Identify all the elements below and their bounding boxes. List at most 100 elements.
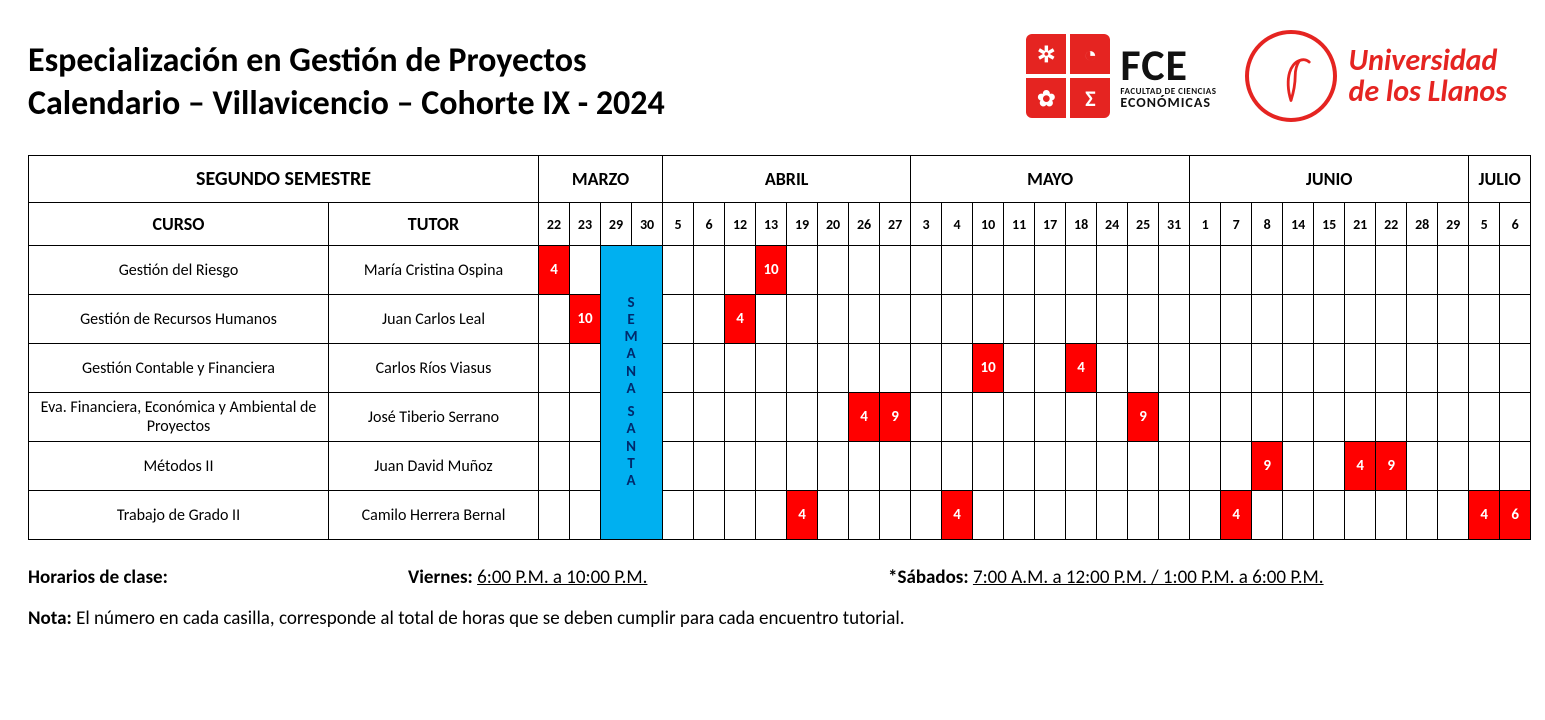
calendar-cell xyxy=(1035,442,1066,491)
calendar-cell xyxy=(973,393,1004,442)
calendar-cell xyxy=(818,344,849,393)
day-header: 12 xyxy=(725,203,756,246)
day-header: 5 xyxy=(1469,203,1500,246)
calendar-cell xyxy=(1438,295,1469,344)
fce-logo-sub2: ECONÓMICAS xyxy=(1120,96,1216,110)
friday-label: Viernes: xyxy=(408,566,473,589)
calendar-cell xyxy=(911,295,942,344)
day-header: 23 xyxy=(570,203,601,246)
calendar-cell xyxy=(1159,246,1190,295)
calendar-cell xyxy=(570,393,601,442)
semester-header: SEGUNDO SEMESTRE xyxy=(29,156,539,203)
calendar-cell xyxy=(849,442,880,491)
calendar-cell xyxy=(1159,344,1190,393)
calendar-cell xyxy=(1004,246,1035,295)
calendar-cell xyxy=(663,491,694,540)
schedule-label: Horarios de clase: xyxy=(28,566,168,589)
calendar-cell xyxy=(1314,246,1345,295)
calendar-cell xyxy=(1500,393,1531,442)
calendar-cell: 10 xyxy=(973,344,1004,393)
calendar-cell xyxy=(1190,442,1221,491)
day-header: 31 xyxy=(1159,203,1190,246)
calendar-cell xyxy=(1407,393,1438,442)
day-header: 29 xyxy=(601,203,632,246)
saturday-value: 7:00 A.M. a 12:00 P.M. / 1:00 P.M. a 6:0… xyxy=(973,566,1324,589)
calendar-cell xyxy=(1221,442,1252,491)
day-header: 18 xyxy=(1066,203,1097,246)
note-label: Nota: xyxy=(28,607,72,630)
course-header: CURSO xyxy=(29,203,329,246)
month-header: JUNIO xyxy=(1190,156,1469,203)
calendar-cell xyxy=(1221,295,1252,344)
calendar-cell xyxy=(818,442,849,491)
calendar-cell xyxy=(1345,393,1376,442)
day-header: 11 xyxy=(1004,203,1035,246)
calendar-cell xyxy=(1314,393,1345,442)
calendar-cell xyxy=(1500,344,1531,393)
calendar-cell xyxy=(725,246,756,295)
day-header: 27 xyxy=(880,203,911,246)
calendar-cell xyxy=(1438,344,1469,393)
calendar-cell xyxy=(1159,295,1190,344)
calendar-cell xyxy=(1283,393,1314,442)
calendar-cell xyxy=(911,491,942,540)
calendar-cell: 9 xyxy=(1128,393,1159,442)
calendar-cell xyxy=(1314,295,1345,344)
calendar-cell xyxy=(849,295,880,344)
calendar-cell xyxy=(1438,491,1469,540)
day-header: 30 xyxy=(632,203,663,246)
calendar-cell xyxy=(1128,442,1159,491)
tutor-header: TUTOR xyxy=(329,203,539,246)
calendar-cell xyxy=(756,491,787,540)
calendar-cell xyxy=(1376,393,1407,442)
tutor-cell: María Cristina Ospina xyxy=(329,246,539,295)
calendar-cell xyxy=(694,246,725,295)
tutor-cell: Camilo Herrera Bernal xyxy=(329,491,539,540)
day-header: 4 xyxy=(942,203,973,246)
calendar-cell xyxy=(1190,344,1221,393)
month-header: ABRIL xyxy=(663,156,911,203)
calendar-cell xyxy=(663,344,694,393)
calendar-cell xyxy=(570,491,601,540)
calendar-cell: 6 xyxy=(1500,491,1531,540)
calendar-cell: 4 xyxy=(1221,491,1252,540)
calendar-cell xyxy=(1345,344,1376,393)
calendar-cell xyxy=(756,442,787,491)
day-header: 6 xyxy=(1500,203,1531,246)
calendar-cell xyxy=(1314,442,1345,491)
day-header: 3 xyxy=(911,203,942,246)
fce-logo-text: FCE FACULTAD DE CIENCIAS ECONÓMICAS xyxy=(1120,43,1216,110)
day-header: 24 xyxy=(1097,203,1128,246)
calendar-cell xyxy=(1035,344,1066,393)
calendar-cell: 4 xyxy=(942,491,973,540)
calendar-cell xyxy=(1128,491,1159,540)
course-cell: Gestión de Recursos Humanos xyxy=(29,295,329,344)
calendar-cell xyxy=(1159,491,1190,540)
calendar-cell: 4 xyxy=(1469,491,1500,540)
calendar-cell xyxy=(1469,246,1500,295)
calendar-cell xyxy=(1252,344,1283,393)
calendar-cell xyxy=(539,295,570,344)
calendar-cell xyxy=(1066,295,1097,344)
calendar-cell xyxy=(694,442,725,491)
fce-logo-big: FCE xyxy=(1120,43,1216,87)
calendar-cell xyxy=(1159,442,1190,491)
calendar-cell: 9 xyxy=(1252,442,1283,491)
course-cell: Gestión del Riesgo xyxy=(29,246,329,295)
calendar-cell xyxy=(1438,393,1469,442)
month-header: MAYO xyxy=(911,156,1190,203)
unillanos-logo: Universidad de los Llanos xyxy=(1245,30,1508,122)
calendar-cell xyxy=(849,344,880,393)
calendar-cell xyxy=(1345,246,1376,295)
calendar-cell xyxy=(1407,491,1438,540)
calendar-cell xyxy=(880,344,911,393)
calendar-cell xyxy=(1407,246,1438,295)
calendar-cell xyxy=(1376,295,1407,344)
calendar-cell xyxy=(973,442,1004,491)
calendar-cell: 4 xyxy=(1066,344,1097,393)
calendar-cell xyxy=(1438,246,1469,295)
course-cell: Métodos II xyxy=(29,442,329,491)
calendar-cell xyxy=(570,344,601,393)
unillanos-line2: de los Llanos xyxy=(1349,76,1508,108)
title-line-1: Especialización en Gestión de Proyectos xyxy=(28,40,665,83)
